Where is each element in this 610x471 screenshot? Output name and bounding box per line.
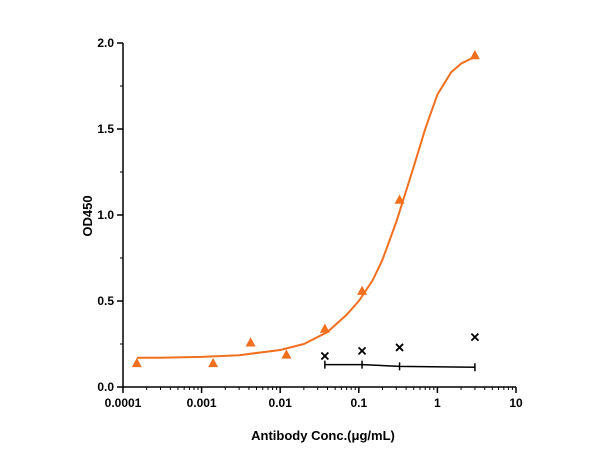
y-tick-label: 2.0 bbox=[97, 36, 114, 50]
x-stroke bbox=[320, 351, 329, 361]
x-tick-label: 0.01 bbox=[269, 396, 293, 410]
data-point-triangle bbox=[131, 357, 142, 368]
x-tick-label: 0.1 bbox=[350, 396, 367, 410]
y-tick-label: 0.0 bbox=[97, 380, 114, 394]
data-point-x bbox=[395, 343, 404, 352]
x-stroke bbox=[470, 332, 480, 342]
data-point-triangle bbox=[319, 323, 330, 333]
data-point-x bbox=[320, 351, 329, 361]
chart-marks bbox=[131, 50, 480, 372]
y-tick-label: 1.5 bbox=[97, 122, 114, 136]
data-point-triangle bbox=[245, 337, 256, 347]
x-axis-title: Antibody Conc.(μg/mL) bbox=[251, 428, 395, 443]
data-point-triangle bbox=[281, 349, 292, 359]
y-tick-label: 0.5 bbox=[97, 294, 114, 308]
fit-curve bbox=[136, 55, 476, 359]
data-point-x bbox=[357, 346, 367, 356]
data-point-triangle bbox=[394, 194, 405, 204]
data-point-triangle bbox=[469, 50, 480, 60]
data-point-triangle bbox=[208, 357, 219, 368]
y-axis-title: OD450 bbox=[80, 195, 95, 236]
data-point-triangle bbox=[357, 285, 368, 295]
series-line bbox=[324, 363, 475, 368]
x-tick-label: 0.001 bbox=[187, 396, 217, 410]
x-stroke bbox=[395, 343, 404, 352]
data-point-x bbox=[470, 332, 480, 342]
x-tick-label: 1 bbox=[434, 396, 441, 410]
x-stroke bbox=[357, 346, 367, 356]
x-tick-label: 10 bbox=[509, 396, 523, 410]
x-tick-label: 0.0001 bbox=[105, 396, 142, 410]
axes: 0.0001 0.001 0.01 0.1 1 10 0.0 0.5 1.0 1.5 2.0 bbox=[97, 36, 523, 410]
y-tick-label: 1.0 bbox=[97, 208, 114, 222]
